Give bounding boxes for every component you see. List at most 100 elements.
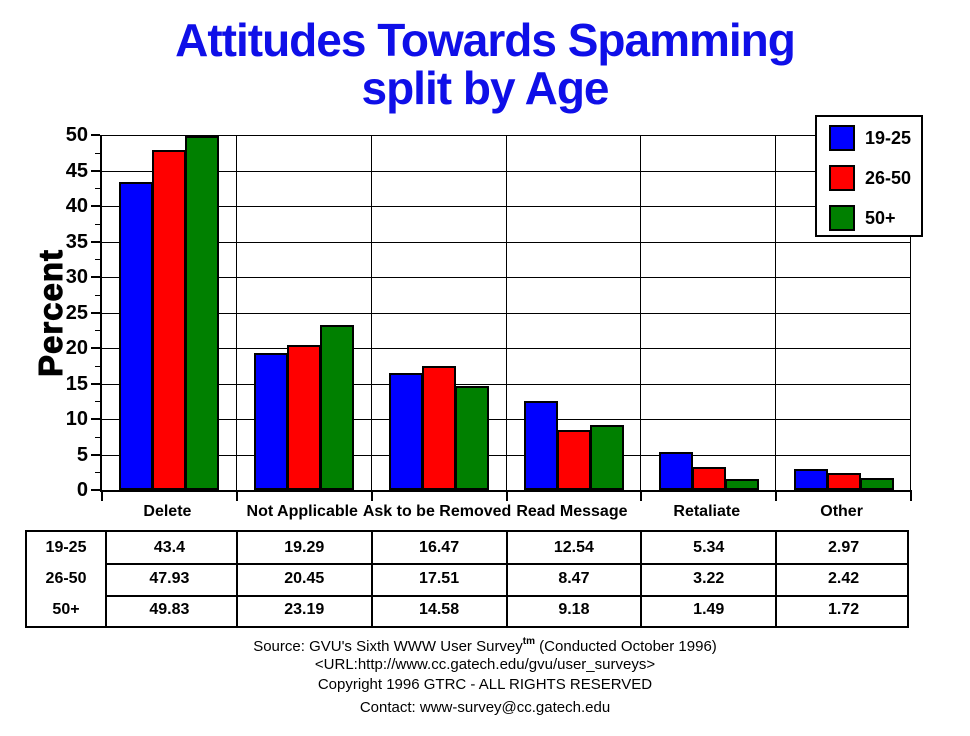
table-column-divider [371, 532, 373, 626]
bar-50+-Retaliate [725, 479, 759, 490]
y-axis-major-tick [91, 418, 100, 420]
y-axis-tick-label: 35 [65, 230, 88, 253]
x-axis-tick [101, 490, 103, 501]
table-column-divider [506, 532, 508, 626]
bar-19-25-Read Message [524, 401, 558, 490]
legend-entry: 19-25 [817, 125, 921, 155]
table-cell: 1.72 [828, 601, 860, 619]
bar-50+-Not Applicable [320, 325, 354, 490]
y-axis-minor-tick [95, 365, 100, 367]
table-row-label: 50+ [52, 601, 80, 619]
x-axis-tick [506, 490, 508, 501]
legend-label: 50+ [865, 208, 896, 228]
y-axis-tick-label: 45 [65, 159, 88, 182]
y-axis-tick-label: 50 [65, 124, 88, 146]
x-axis-category-label: Delete [143, 503, 192, 520]
data-table: 19-25 43.4 19.29 16.47 12.54 5.34 2.97 26-50 47.… [25, 530, 909, 628]
table-cell: 14.58 [419, 601, 460, 619]
footer-source: Source: GVU's Sixth WWW User Surveytm (C… [0, 636, 970, 655]
table-cell: 5.34 [693, 538, 725, 556]
chart-title-line1: Attitudes Towards Spamming [175, 14, 796, 66]
table-cell: 20.45 [284, 570, 325, 587]
gridline-vertical [910, 135, 911, 490]
table-column-divider [236, 532, 238, 626]
plot-area: 0 5 10 15 20 25 30 35 40 45 50 [66, 124, 912, 501]
bar-26-50-Ask to be Removed [422, 366, 456, 490]
table-cell: 2.97 [828, 538, 860, 556]
gridline-vertical [236, 135, 237, 490]
table-column-divider [640, 532, 642, 626]
y-axis-tick-label: 15 [65, 372, 88, 395]
table-cell: 9.18 [558, 601, 590, 619]
table-cell: 16.47 [419, 538, 460, 556]
y-axis-major-tick [91, 382, 100, 385]
bar-26-50-Read Message [557, 430, 591, 490]
y-axis-major-tick [91, 453, 100, 456]
x-axis-category-label: Ask to be Removed [362, 503, 512, 520]
y-axis-tick-label: 0 [76, 479, 88, 501]
table-row-divider [105, 563, 907, 565]
table-cell: 1.49 [693, 601, 725, 619]
y-axis-minor-tick [95, 401, 100, 403]
legend-swatch-icon [829, 165, 855, 191]
x-axis-tick [371, 490, 373, 501]
bar-19-25-Other [794, 469, 828, 490]
legend-label: 19-25 [865, 128, 912, 148]
bar-26-50-Not Applicable [287, 345, 321, 490]
legend-entry: 26-50 [817, 165, 921, 195]
y-axis-major-tick [91, 311, 100, 314]
table-cell: 2.42 [828, 570, 860, 587]
x-axis-category-label: Not Applicable [246, 503, 358, 520]
bar-50+-Ask to be Removed [455, 386, 489, 490]
y-axis-minor-tick [95, 223, 100, 225]
bar-26-50-Delete [152, 150, 186, 490]
bar-19-25-Retaliate [659, 452, 693, 490]
y-axis-minor-tick [95, 330, 100, 332]
footer-source-suffix: (Conducted October 1996) [535, 638, 717, 655]
x-axis-category-label: Read Message [516, 503, 628, 520]
x-axis-category-label: Other [820, 503, 863, 520]
y-axis-minor-tick [95, 472, 100, 474]
legend: 19-25 26-50 50+ [815, 115, 923, 237]
table-row-divider [105, 595, 907, 597]
y-axis-major-tick [91, 489, 100, 491]
y-axis-minor-tick [95, 436, 100, 438]
y-axis-major-tick [91, 347, 100, 349]
gridline-vertical [640, 135, 641, 490]
table-row-label: 26-50 [45, 570, 87, 587]
y-axis-major-tick [91, 134, 100, 136]
bar-19-25-Ask to be Removed [389, 373, 423, 490]
y-axis-major-tick [91, 240, 100, 243]
bar-19-25-Delete [119, 182, 153, 490]
footer-url: <URL:http://www.cc.gatech.edu/gvu/user_s… [314, 656, 656, 673]
y-axis-minor-tick [95, 152, 100, 154]
table-cell: 8.47 [558, 570, 590, 587]
table-cell: 12.54 [553, 538, 594, 556]
legend-swatch-icon [829, 125, 855, 151]
legend-label: 26-50 [865, 168, 912, 188]
footer-contact: Contact: www-survey@cc.gatech.edu [359, 699, 611, 716]
y-axis-major-tick [91, 205, 100, 207]
x-axis-category-label: Retaliate [673, 503, 741, 520]
y-axis-minor-tick [95, 259, 100, 261]
bar-26-50-Retaliate [692, 467, 726, 490]
gridline-vertical [506, 135, 507, 490]
legend-entry: 50+ [817, 205, 921, 235]
bar-50+-Delete [185, 136, 219, 490]
bar-19-25-Not Applicable [254, 353, 288, 490]
footer-copyright: Copyright 1996 GTRC - ALL RIGHTS RESERVE… [317, 676, 653, 693]
bar-26-50-Other [827, 473, 861, 490]
footer-source-tm: tm [522, 636, 536, 647]
gridline-vertical [371, 135, 372, 490]
table-cell: 17.51 [419, 570, 460, 587]
x-axis-tick [775, 490, 777, 501]
y-axis-tick-label: 30 [65, 266, 88, 288]
table-cell: 19.29 [284, 538, 325, 556]
y-axis-major-tick [91, 169, 100, 172]
y-axis-minor-tick [95, 188, 100, 190]
table-cell: 23.19 [284, 601, 325, 619]
y-axis-minor-tick [95, 294, 100, 296]
table-column-divider [105, 532, 107, 626]
bar-chart: Percent 0 5 10 15 20 25 30 35 40 45 50 Delete Not A… [32, 115, 923, 520]
